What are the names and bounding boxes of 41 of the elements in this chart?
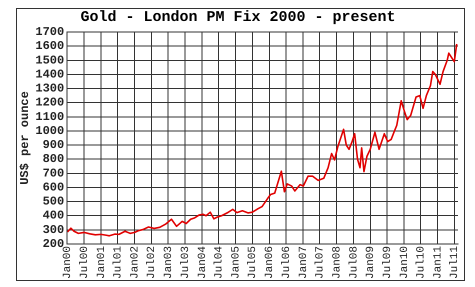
x-tick-label: Jul08 (348, 246, 360, 280)
y-tick-label: 700 (42, 166, 64, 180)
x-tick-label: Jan03 (163, 246, 176, 280)
y-tick-label: 800 (42, 152, 64, 166)
y-tick-label: 1700 (35, 25, 64, 40)
y-tick-label: 1500 (35, 53, 64, 68)
x-tick-label: Jul10 (416, 246, 428, 280)
chart-title: Gold - London PM Fix 2000 - present (80, 8, 396, 26)
y-tick-label: 600 (42, 180, 64, 194)
y-tick-label: 1200 (35, 96, 64, 110)
x-tick-label: Jan09 (365, 246, 378, 280)
y-tick-label: 1600 (35, 39, 64, 54)
y-tick-label: 300 (42, 222, 64, 237)
y-tick-label: 900 (42, 138, 64, 152)
y-axis-title: US$ per ounce (18, 91, 32, 185)
x-tick-label: Jul01 (112, 246, 125, 280)
x-tick-label: Jan07 (298, 246, 310, 280)
x-tick-label: Jul02 (146, 246, 158, 280)
y-tick-label: 1100 (35, 110, 64, 124)
x-tick-label: Jan01 (96, 246, 108, 280)
x-tick-label: Jul04 (214, 246, 226, 280)
x-tick-label: Jan00 (62, 246, 74, 280)
x-tick-label: Jul00 (78, 246, 91, 280)
x-tick-label: Jan08 (331, 246, 344, 280)
x-tick-label: Jul07 (314, 246, 327, 280)
x-tick-label: Jul05 (247, 246, 260, 280)
x-tick-label: Jan10 (398, 246, 411, 280)
x-tick-label: Jan02 (130, 246, 142, 280)
x-tick-label: Jan06 (264, 246, 276, 280)
x-tick-label: Jan04 (196, 246, 209, 280)
x-tick-label: Jan11 (432, 246, 445, 280)
x-tick-label: Jul09 (382, 246, 394, 280)
x-tick-label: Jul03 (180, 246, 192, 280)
x-tick-label: Jul11 (449, 246, 462, 280)
y-tick-label: 400 (42, 208, 64, 223)
y-tick-label: 1000 (35, 124, 64, 138)
y-tick-label: 1400 (35, 67, 64, 82)
y-tick-label: 1300 (35, 82, 64, 96)
y-tick-label: 500 (42, 194, 64, 209)
x-tick-label: Jul06 (280, 246, 293, 280)
x-tick-label: Jan05 (230, 246, 243, 280)
